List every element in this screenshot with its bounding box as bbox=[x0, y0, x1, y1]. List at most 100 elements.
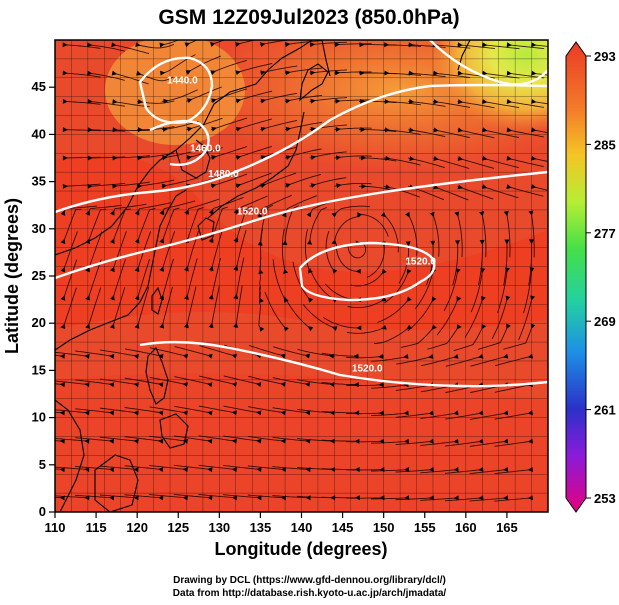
streamline bbox=[469, 412, 507, 420]
streamline bbox=[531, 185, 548, 191]
coastline-china-south bbox=[55, 189, 187, 351]
flow-arrow bbox=[134, 266, 140, 273]
streamline bbox=[523, 271, 533, 314]
flow-arrow bbox=[331, 326, 338, 331]
credit-data-source: Data from http://database.rish.kyoto-u.a… bbox=[172, 588, 447, 599]
streamline bbox=[506, 157, 544, 167]
flow-arrow bbox=[255, 382, 262, 388]
flow-arrow bbox=[59, 382, 65, 388]
coastline-asia-mainland bbox=[55, 40, 313, 256]
flow-arrow bbox=[109, 238, 115, 244]
streamline bbox=[426, 242, 434, 285]
streamline bbox=[173, 435, 212, 442]
streamline bbox=[55, 411, 64, 414]
flow-arrow bbox=[285, 98, 291, 104]
flow-arrow bbox=[280, 410, 286, 416]
streamline bbox=[309, 97, 347, 102]
streamline bbox=[347, 299, 384, 309]
streamline bbox=[87, 156, 126, 159]
streamline bbox=[491, 299, 508, 340]
flow-arrow bbox=[85, 266, 90, 273]
flow-arrow bbox=[133, 495, 139, 501]
streamline bbox=[235, 205, 252, 244]
flow-arrow bbox=[527, 467, 533, 473]
streamline bbox=[383, 44, 422, 47]
flow-arrow bbox=[329, 410, 335, 416]
flow-arrow bbox=[184, 42, 191, 48]
colorbar-tick-label: 277 bbox=[594, 226, 616, 241]
flow-arrow bbox=[330, 467, 336, 473]
streamline bbox=[112, 72, 149, 85]
flow-arrow bbox=[335, 70, 341, 76]
flow-arrow bbox=[502, 438, 509, 444]
streamline bbox=[173, 464, 212, 470]
flow-arrow bbox=[158, 495, 164, 501]
streamline bbox=[432, 72, 471, 79]
flow-arrow bbox=[62, 42, 68, 48]
flow-arrow bbox=[137, 155, 143, 161]
flow-arrow bbox=[433, 99, 439, 105]
streamline bbox=[396, 355, 434, 365]
streamline bbox=[432, 44, 471, 49]
flow-arrow bbox=[385, 184, 391, 190]
streamline bbox=[235, 172, 272, 187]
streamline bbox=[223, 405, 261, 414]
flow-arrow bbox=[378, 353, 384, 359]
flow-arrow bbox=[84, 467, 90, 473]
streamline bbox=[223, 435, 261, 442]
flow-arrow bbox=[430, 240, 436, 246]
flow-arrow bbox=[136, 70, 142, 76]
flow-arrow bbox=[530, 295, 535, 301]
streamline bbox=[470, 271, 483, 313]
streamline bbox=[235, 145, 272, 159]
streamline bbox=[297, 438, 335, 442]
streamline bbox=[420, 440, 458, 446]
streamline bbox=[470, 355, 508, 367]
streamline bbox=[260, 120, 297, 131]
flow-arrow bbox=[235, 98, 242, 104]
streamline bbox=[223, 494, 261, 499]
streamline bbox=[518, 299, 533, 340]
flow-arrow bbox=[428, 353, 434, 359]
x-axis-ticks: 110 115 120 125 130 135 140 145 150 155 160 165 bbox=[45, 512, 518, 535]
flow-arrow bbox=[158, 410, 164, 416]
streamline bbox=[408, 44, 446, 48]
streamline bbox=[137, 179, 175, 187]
streamline bbox=[469, 440, 507, 447]
flow-arrow bbox=[503, 467, 509, 473]
streamline bbox=[494, 355, 532, 367]
flow-arrow bbox=[111, 70, 118, 76]
y-tick-label: 30 bbox=[32, 221, 46, 236]
flow-arrow bbox=[335, 98, 341, 104]
streamline bbox=[223, 464, 261, 470]
flow-arrow bbox=[85, 295, 90, 301]
streamline bbox=[55, 496, 64, 499]
flow-arrow bbox=[506, 70, 512, 76]
flow-arrow bbox=[403, 438, 409, 444]
flow-arrow bbox=[59, 353, 65, 359]
flow-arrow bbox=[360, 98, 366, 104]
contour-label: 1520.0 bbox=[352, 363, 383, 374]
colorbar-tick-label: 253 bbox=[594, 491, 616, 506]
streamline bbox=[408, 129, 446, 138]
flow-arrow bbox=[137, 127, 143, 133]
flow-arrow bbox=[259, 297, 264, 304]
y-tick-label: 0 bbox=[39, 504, 46, 519]
streamline bbox=[62, 231, 78, 272]
streamline bbox=[506, 44, 545, 50]
flow-arrow bbox=[208, 209, 214, 215]
streamline bbox=[346, 384, 384, 387]
flow-arrow bbox=[207, 353, 213, 359]
streamline bbox=[494, 440, 532, 447]
streamline bbox=[75, 379, 113, 386]
flow-arrow bbox=[59, 410, 65, 416]
flow-arrow bbox=[334, 42, 340, 48]
y-tick-label: 35 bbox=[32, 174, 46, 189]
streamline bbox=[494, 384, 532, 393]
coastlines bbox=[55, 40, 471, 512]
streamline bbox=[63, 129, 101, 132]
streamline bbox=[371, 469, 409, 472]
coastline-sakhalin bbox=[321, 40, 331, 77]
flow-arrow bbox=[359, 70, 365, 76]
streamline bbox=[235, 285, 243, 328]
